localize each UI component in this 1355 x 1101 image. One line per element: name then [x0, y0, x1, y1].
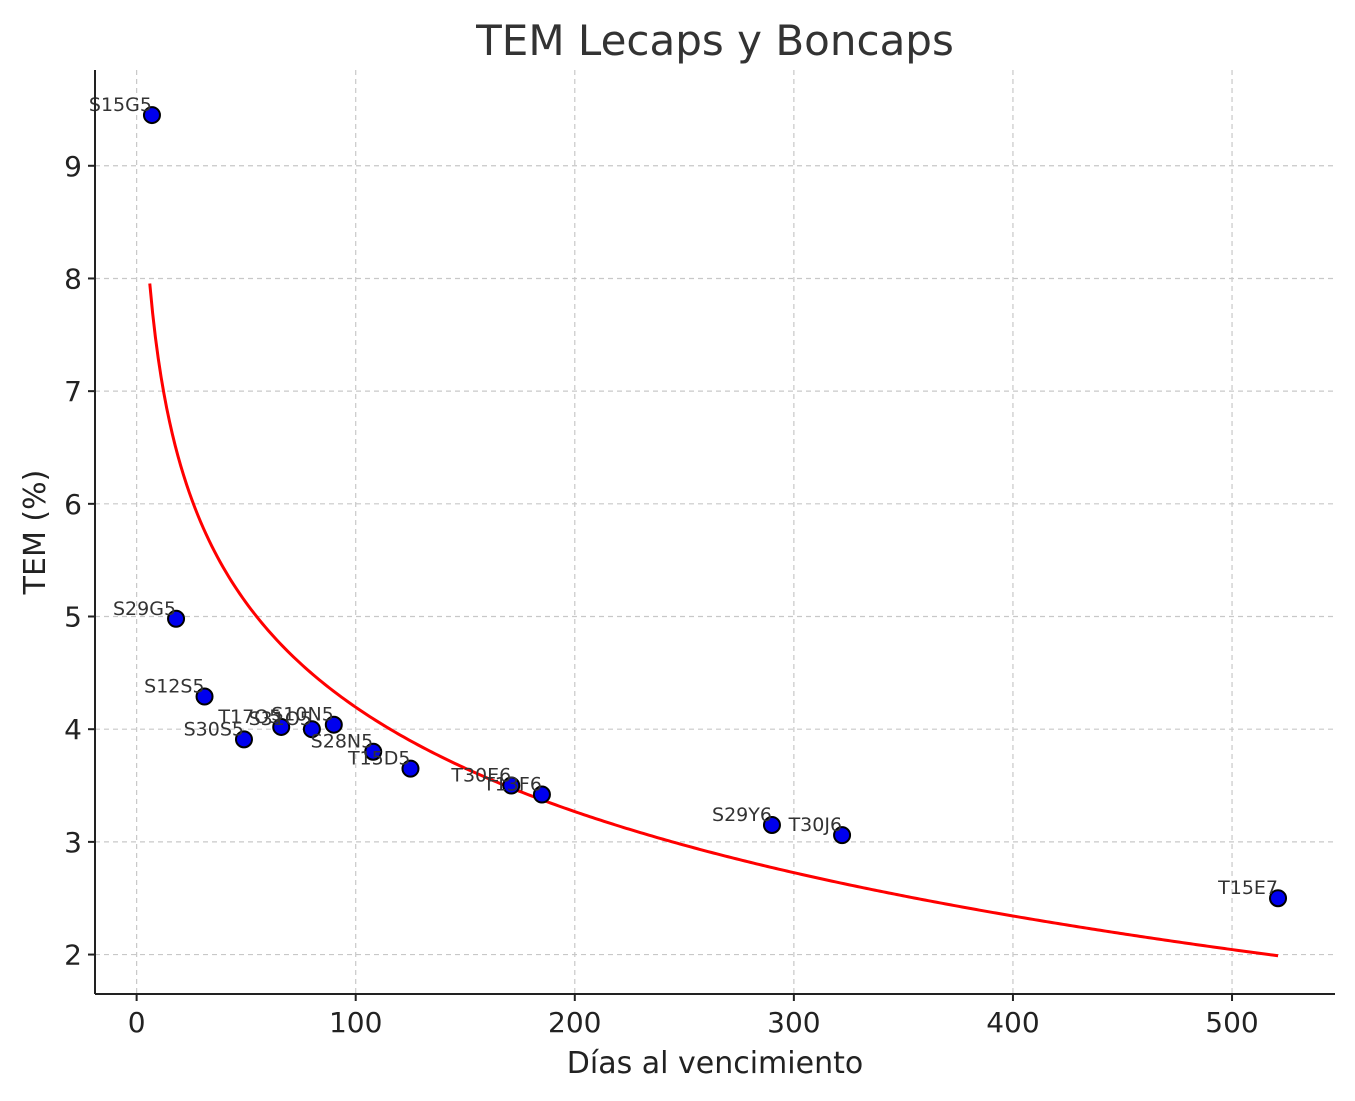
y-tick-label: 9	[64, 150, 82, 183]
y-tick-label: 5	[64, 601, 82, 634]
y-tick-label: 4	[64, 713, 82, 746]
data-point-t15e7	[1269, 889, 1288, 908]
ticks: 0 100 200 300 400 500 2 3 4 5 6 7 8 9	[64, 150, 1259, 1039]
data-point-s15g5	[142, 106, 161, 125]
data-point-s12s5	[195, 687, 214, 706]
data-point-t15d5	[401, 759, 420, 778]
data-points-layer	[142, 106, 1288, 908]
y-tick-label: 8	[64, 262, 82, 295]
y-tick-label: 3	[64, 826, 82, 859]
x-tick-label: 500	[1205, 1006, 1258, 1039]
trend-curve	[148, 283, 1279, 958]
data-point-t30e6	[502, 776, 521, 795]
grid-lines	[95, 70, 1335, 994]
point-label-s30s5: S30S5	[184, 718, 244, 740]
point-label-t15e7: T15E7	[1217, 877, 1278, 899]
point-label-s31o5: S31O5	[249, 708, 312, 730]
data-point-s29g5	[167, 609, 186, 628]
y-tick-label: 6	[64, 488, 82, 521]
trend-curve-layer	[148, 283, 1279, 958]
data-point-s30s5	[234, 730, 253, 749]
data-point-s10n5	[324, 715, 343, 734]
data-point-t30j6	[833, 826, 852, 845]
data-point-s29y6	[762, 815, 781, 834]
y-tick-label: 2	[64, 939, 82, 972]
point-label-s15g5: S15G5	[89, 94, 152, 116]
x-tick-label: 400	[986, 1006, 1039, 1039]
x-tick-label: 0	[128, 1006, 146, 1039]
x-tick-label: 100	[329, 1006, 382, 1039]
point-label-s12s5: S12S5	[144, 676, 204, 698]
data-point-t13f6	[532, 785, 551, 804]
chart-title: TEM Lecaps y Boncaps	[475, 16, 954, 65]
y-tick-label: 7	[64, 375, 82, 408]
point-label-t17o5: T17O5	[217, 706, 281, 728]
data-point-s31o5	[302, 720, 321, 739]
point-label-t15d5: T15D5	[347, 748, 411, 770]
point-label-s29g5: S29G5	[113, 598, 176, 620]
data-point-t17o5	[272, 717, 291, 736]
x-tick-label: 200	[548, 1006, 601, 1039]
y-axis-label: TEM (%)	[18, 470, 53, 596]
point-label-s10n5: S10N5	[271, 704, 334, 726]
point-label-t13f6: T13F6	[482, 774, 542, 796]
data-point-s28n5	[364, 742, 383, 761]
point-label-s28n5: S28N5	[311, 731, 374, 753]
point-label-s29y6: S29Y6	[712, 804, 772, 826]
x-axis-label: Días al vencimiento	[567, 1046, 863, 1081]
point-label-t30e6: T30E6	[450, 765, 511, 787]
point-label-t30j6: T30J6	[788, 814, 842, 836]
x-tick-label: 300	[767, 1006, 820, 1039]
axes	[94, 70, 1335, 995]
